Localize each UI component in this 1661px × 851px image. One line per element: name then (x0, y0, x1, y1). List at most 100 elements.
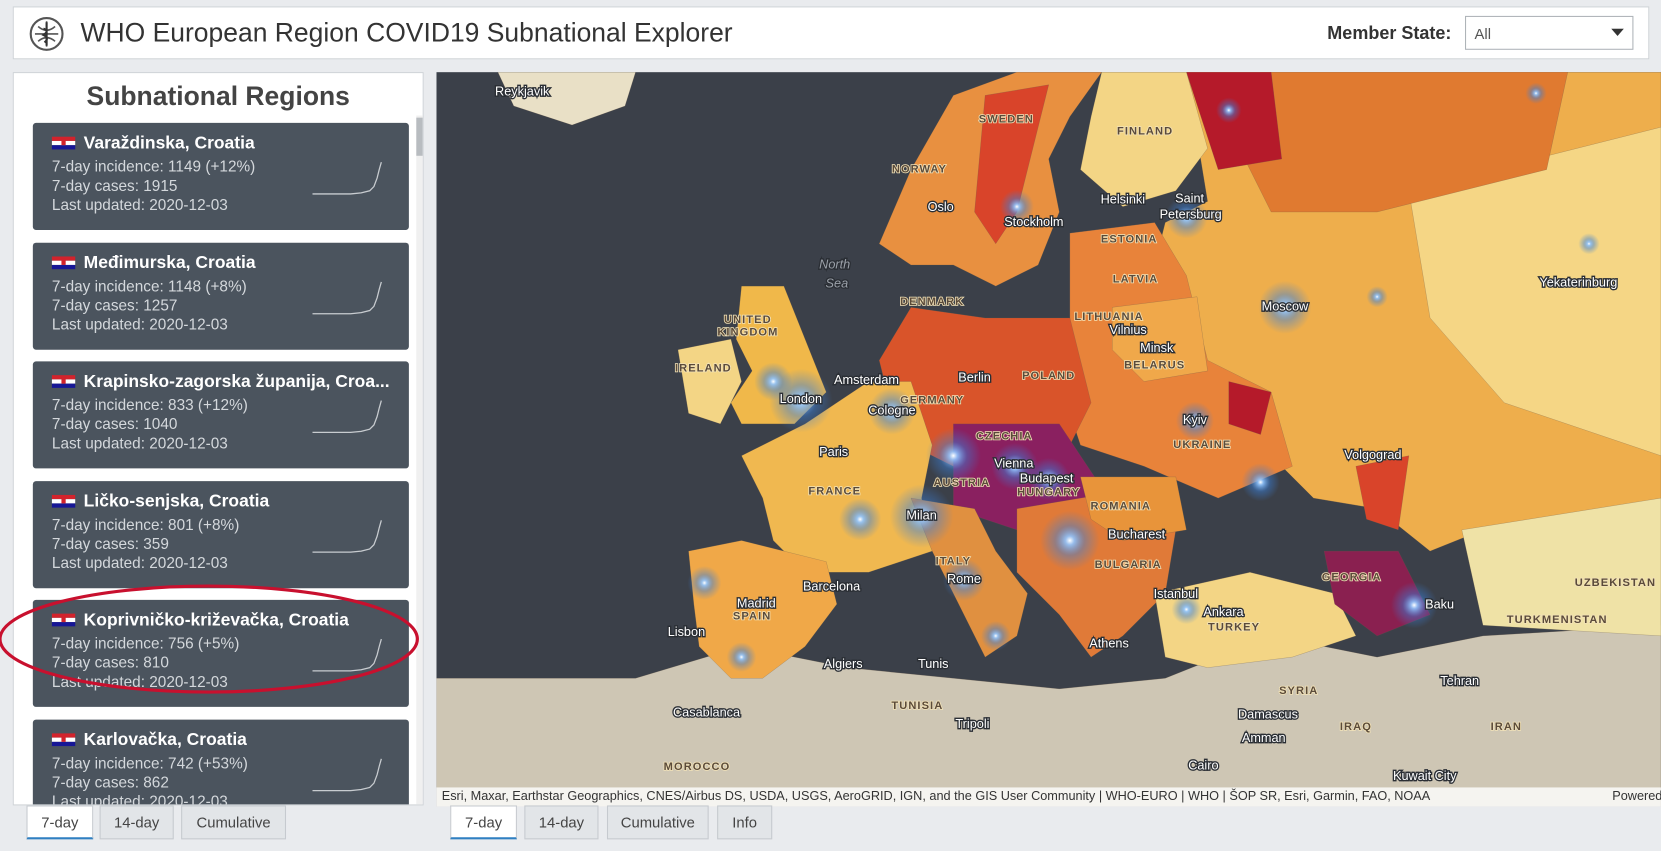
city-label: Moscow (1262, 299, 1309, 314)
member-state-dropdown[interactable]: All (1465, 15, 1634, 50)
city-label: Cologne (868, 403, 915, 418)
city-label: Amsterdam (834, 372, 899, 387)
card-graphics (51, 255, 382, 314)
tab[interactable]: 7-day (26, 805, 94, 840)
city-label: North (819, 256, 850, 271)
hotspot (889, 484, 954, 548)
region-shape (1080, 476, 1187, 541)
hotspot (754, 362, 793, 401)
map[interactable]: Reykjavik SWEDEN FINLAND NORWAY Oslo Stockhol… (436, 72, 1661, 807)
country-label: AUSTRIA (933, 477, 990, 489)
last-updated: Last updated: 2020-12-03 (51, 435, 228, 453)
flag-blue (51, 145, 76, 150)
tab[interactable]: Info (717, 805, 773, 840)
city-label: Tunis (918, 656, 949, 671)
sparkline (312, 400, 382, 434)
city-label: Stockholm (1004, 214, 1063, 229)
city-label: Sea (826, 275, 849, 290)
incidence: 7-day incidence: 801 (+8%) (51, 516, 240, 534)
region-card[interactable]: Ličko-senjska, Croatia 7-day incidence: 8… (32, 480, 409, 588)
region-card[interactable]: Međimurska, Croatia 7-day incidence: 1148… (32, 242, 409, 350)
hotspot (1040, 510, 1100, 571)
region-name: Koprivničko-križevačka, Croatia (83, 610, 349, 630)
country-label: ROMANIA (1090, 501, 1150, 513)
cases: 7-day cases: 1257 (51, 297, 178, 315)
sidebar: Subnational Regions Varaždinska, Croatia… (12, 72, 424, 806)
flag-blue (51, 264, 76, 269)
region-name: Međimurska, Croatia (83, 252, 256, 272)
tab[interactable]: Cumulative (181, 805, 287, 840)
region-card[interactable]: Varaždinska, Croatia 7-day incidence: 114… (32, 122, 409, 230)
region-shape (1355, 455, 1410, 531)
country-label: UNITED (724, 314, 772, 326)
cases: 7-day cases: 1915 (51, 178, 178, 196)
country-label: BELARUS (1124, 360, 1185, 372)
scrollbar[interactable] (416, 115, 423, 805)
city-label: Tripoli (955, 716, 989, 731)
card-graphics (51, 494, 382, 553)
country-label: LITHUANIA (1074, 311, 1143, 323)
city-label: Madrid (737, 595, 776, 610)
city-label: Milan (906, 507, 936, 522)
dropdown-arrow (1611, 28, 1624, 37)
hotspot (1578, 233, 1600, 255)
tab[interactable]: 14-day (99, 805, 174, 840)
country-label: ESTONIA (1101, 233, 1158, 245)
flag-crest (61, 138, 66, 146)
attribution: Esri, Maxar, Earthstar Geographics, CNES… (442, 788, 1431, 803)
incidence: 7-day incidence: 833 (+12%) (51, 397, 248, 415)
incidence: 7-day incidence: 756 (+5%) (51, 635, 240, 653)
country-label: TUNISIA (891, 700, 943, 712)
hotspot (838, 498, 882, 541)
city-label: Damascus (1238, 707, 1298, 722)
city-label: Minsk (1140, 340, 1174, 355)
dropdown-value: All (1474, 25, 1492, 43)
last-updated: Last updated: 2020-12-03 (51, 793, 228, 806)
region-card[interactable]: Karlovačka, Croatia 7-day incidence: 742 … (32, 719, 409, 806)
city-label: Volgograd (1344, 447, 1401, 462)
sparkline (312, 758, 382, 791)
last-updated: Last updated: 2020-12-03 (51, 554, 228, 572)
country-label: KINGDOM (717, 327, 778, 339)
city-label: Baku (1425, 597, 1454, 612)
region-card[interactable]: Koprivničko-križevačka, Croatia 7-day inc… (32, 599, 409, 707)
powered-by: Powered (1612, 788, 1661, 803)
app-title: WHO European Region COVID19 Subnational … (80, 18, 733, 48)
tab[interactable]: Cumulative (606, 805, 709, 840)
incidence: 7-day incidence: 1149 (+12%) (51, 158, 256, 176)
flag-blue (51, 622, 76, 627)
tab[interactable]: 14-day (524, 805, 599, 840)
country-label: MOROCCO (664, 761, 731, 773)
region-card[interactable]: Krapinsko-zagorska županija, Croa... 7-da… (32, 361, 409, 469)
region-name: Krapinsko-zagorska županija, Croa... (83, 371, 390, 392)
tab[interactable]: 7-day (450, 805, 517, 840)
city-label: Budapest (1020, 470, 1074, 485)
city-label: Casablanca (673, 705, 741, 720)
region-shape (1408, 126, 1661, 456)
country-label: TURKEY (1208, 621, 1260, 633)
hotspot (991, 442, 1039, 490)
city-label: Rome (947, 571, 981, 586)
country-label: GEORGIA (1322, 572, 1382, 584)
member-state-label: Member State: (1327, 23, 1452, 44)
flag-crest (61, 615, 66, 623)
city-label: Saint (1175, 191, 1204, 206)
hotspot (1366, 286, 1388, 308)
scroll-thumb[interactable] (416, 117, 423, 156)
city-label: Helsinki (1101, 192, 1145, 207)
card-graphics (51, 732, 382, 791)
city-label: Kuwait City (1393, 768, 1457, 783)
city-label: Athens (1089, 636, 1129, 651)
hotspot (1258, 280, 1312, 334)
city-label: Oslo (928, 199, 954, 214)
city-label: Ankara (1203, 604, 1244, 619)
region-shape (1080, 72, 1208, 207)
region-shape (1154, 572, 1357, 668)
sparkline (312, 161, 382, 195)
card-graphics (51, 136, 382, 195)
city-label: Reykjavik (495, 84, 550, 99)
hotspot (980, 621, 1011, 651)
city-label: Berlin (958, 370, 990, 385)
country-label: POLAND (1022, 370, 1075, 382)
city-label: Amman (1242, 730, 1286, 745)
